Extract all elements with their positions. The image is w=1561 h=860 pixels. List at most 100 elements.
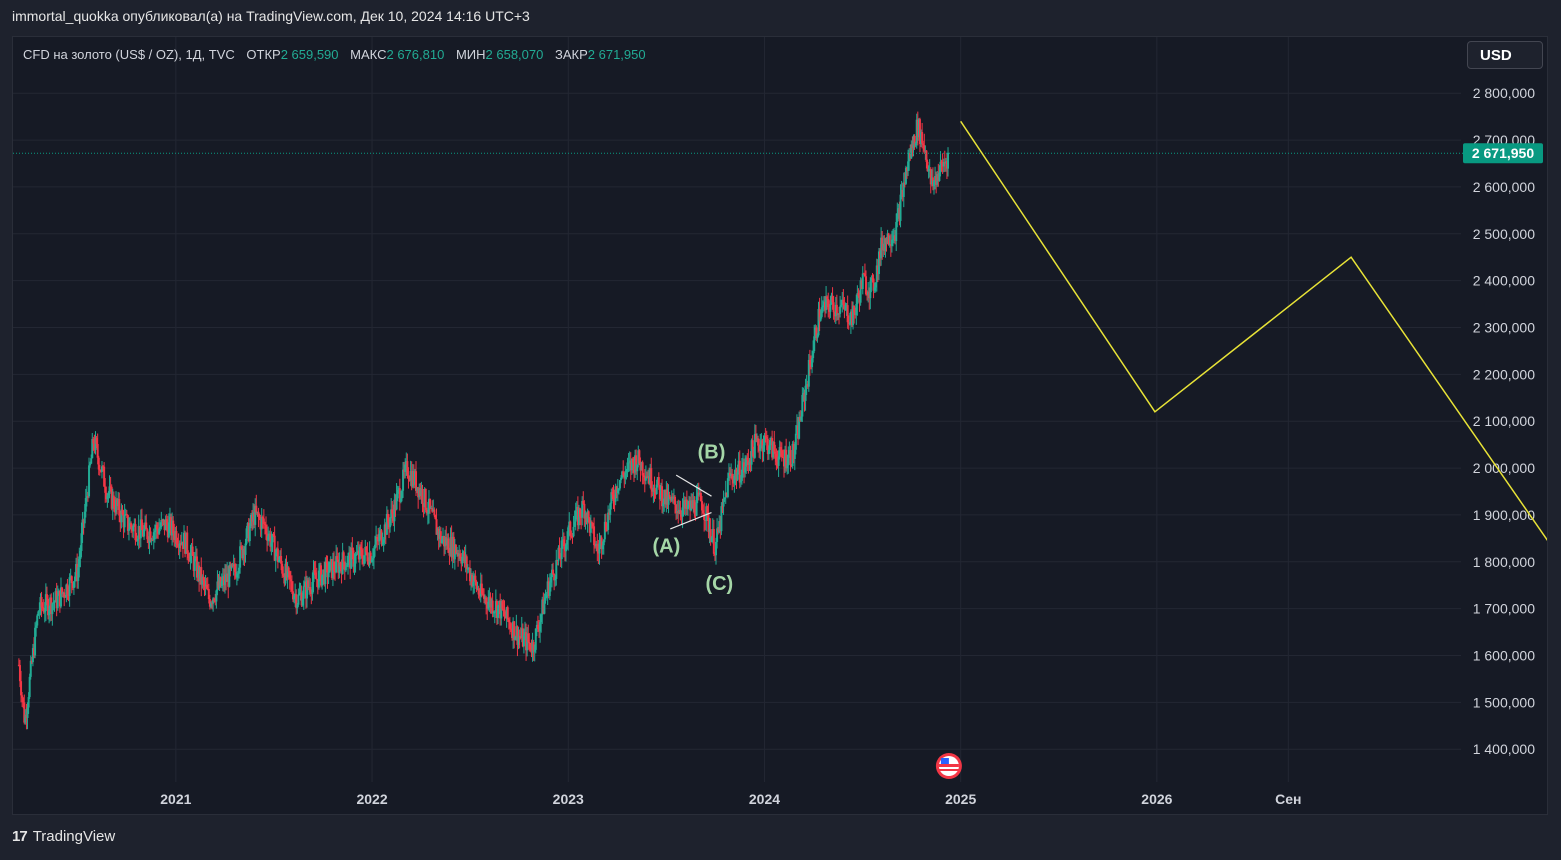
candle-body xyxy=(897,208,900,214)
candle-body xyxy=(903,182,906,184)
candle-body xyxy=(877,251,880,275)
candle-body xyxy=(218,577,221,589)
candle-body xyxy=(550,569,553,578)
candle-body xyxy=(595,543,598,547)
candle-body xyxy=(729,473,732,476)
chart-panel[interactable]: 1 400,000 1 500,000 1 600,000 1 700,000 1 80… xyxy=(12,36,1548,815)
candle-body xyxy=(836,313,839,315)
candle-body xyxy=(273,535,276,561)
candle-body xyxy=(506,607,509,620)
candle-body xyxy=(935,176,938,185)
candle-body xyxy=(174,531,177,540)
candle-body xyxy=(437,528,440,539)
candle-body xyxy=(635,455,638,472)
candle-body xyxy=(509,628,512,630)
candle-body xyxy=(63,592,66,597)
candle-body xyxy=(192,555,195,571)
candle-body xyxy=(280,555,283,564)
candle-body xyxy=(453,544,456,560)
candle-body xyxy=(740,469,743,481)
last-price-tag xyxy=(1463,143,1543,164)
candle-body xyxy=(69,576,72,578)
candle-body xyxy=(782,457,785,467)
candle-body xyxy=(936,174,939,185)
candle-body xyxy=(383,524,386,540)
candle-body xyxy=(661,486,664,507)
candle-body xyxy=(531,642,534,653)
candle-body xyxy=(47,598,50,616)
candle-body xyxy=(38,610,41,612)
candle-body xyxy=(347,555,350,566)
candle-body xyxy=(422,503,425,508)
candle-body xyxy=(597,551,600,554)
candle-body xyxy=(845,305,848,307)
candle-body xyxy=(337,559,340,573)
candle-body xyxy=(81,519,84,534)
candle-body xyxy=(803,392,806,401)
price-chart[interactable]: 1 400,000 1 500,000 1 600,000 1 700,000 1 80… xyxy=(13,37,1547,814)
candle-body xyxy=(23,702,26,723)
candle-body xyxy=(260,517,263,530)
candle-body xyxy=(862,273,865,275)
candle-body xyxy=(912,135,915,148)
y-tick-label: 1 700,000 xyxy=(1473,601,1535,617)
candle-body xyxy=(513,621,516,640)
candle-body xyxy=(497,605,500,618)
candle-body xyxy=(369,552,372,563)
candle-body xyxy=(940,161,943,164)
candle-body xyxy=(567,527,570,540)
candle-body xyxy=(250,514,253,522)
candle-body xyxy=(624,472,627,479)
candle-body xyxy=(640,462,643,471)
candle-body xyxy=(600,537,603,550)
candle-body xyxy=(313,570,316,573)
candle-body xyxy=(888,244,891,246)
candle-body xyxy=(468,568,471,582)
candle-body xyxy=(512,621,515,639)
candle-body xyxy=(139,519,142,539)
candle-body xyxy=(443,536,446,547)
close-label: ЗАКР xyxy=(554,47,588,62)
candle-body xyxy=(833,312,836,317)
candle-body xyxy=(186,532,189,554)
candle-body xyxy=(486,604,489,609)
candle-body xyxy=(602,539,605,546)
candle-body xyxy=(807,359,810,387)
candle-body xyxy=(277,559,280,563)
candle-body xyxy=(195,556,198,578)
candle-body xyxy=(628,460,631,463)
candle-body xyxy=(826,296,829,299)
x-tick-label: 2024 xyxy=(749,791,780,807)
candle-body xyxy=(622,471,625,476)
candle-body xyxy=(603,521,606,540)
candle-body xyxy=(472,581,475,587)
candle-body xyxy=(555,560,558,579)
symbol-name[interactable]: CFD на золото (US$ / OZ), 1Д, TVC xyxy=(23,47,235,62)
candle-body xyxy=(64,596,67,598)
candle-body xyxy=(96,444,99,458)
candle-body xyxy=(147,539,150,544)
candle-body xyxy=(351,547,354,551)
candle-body xyxy=(792,443,795,459)
candle-body xyxy=(298,593,301,595)
candle-body xyxy=(577,508,580,526)
candle-body xyxy=(887,233,890,245)
candle-body xyxy=(854,312,857,316)
candle-body xyxy=(199,567,202,581)
x-tick-label: 2026 xyxy=(1141,791,1172,807)
candle-body xyxy=(548,582,551,596)
candle-body xyxy=(573,521,576,527)
candle-body xyxy=(93,443,96,450)
candle-body xyxy=(445,537,448,546)
candle-body xyxy=(267,536,270,541)
candle-body xyxy=(785,449,788,469)
candle-body xyxy=(175,531,178,544)
candle-body xyxy=(866,294,869,296)
candle-body xyxy=(671,496,674,499)
candle-body xyxy=(880,237,883,259)
candle-body xyxy=(458,553,461,557)
currency-button[interactable]: USD xyxy=(1467,41,1543,69)
candle-body xyxy=(541,599,544,615)
y-tick-label: 2 500,000 xyxy=(1473,226,1535,242)
candle-body xyxy=(158,528,161,534)
